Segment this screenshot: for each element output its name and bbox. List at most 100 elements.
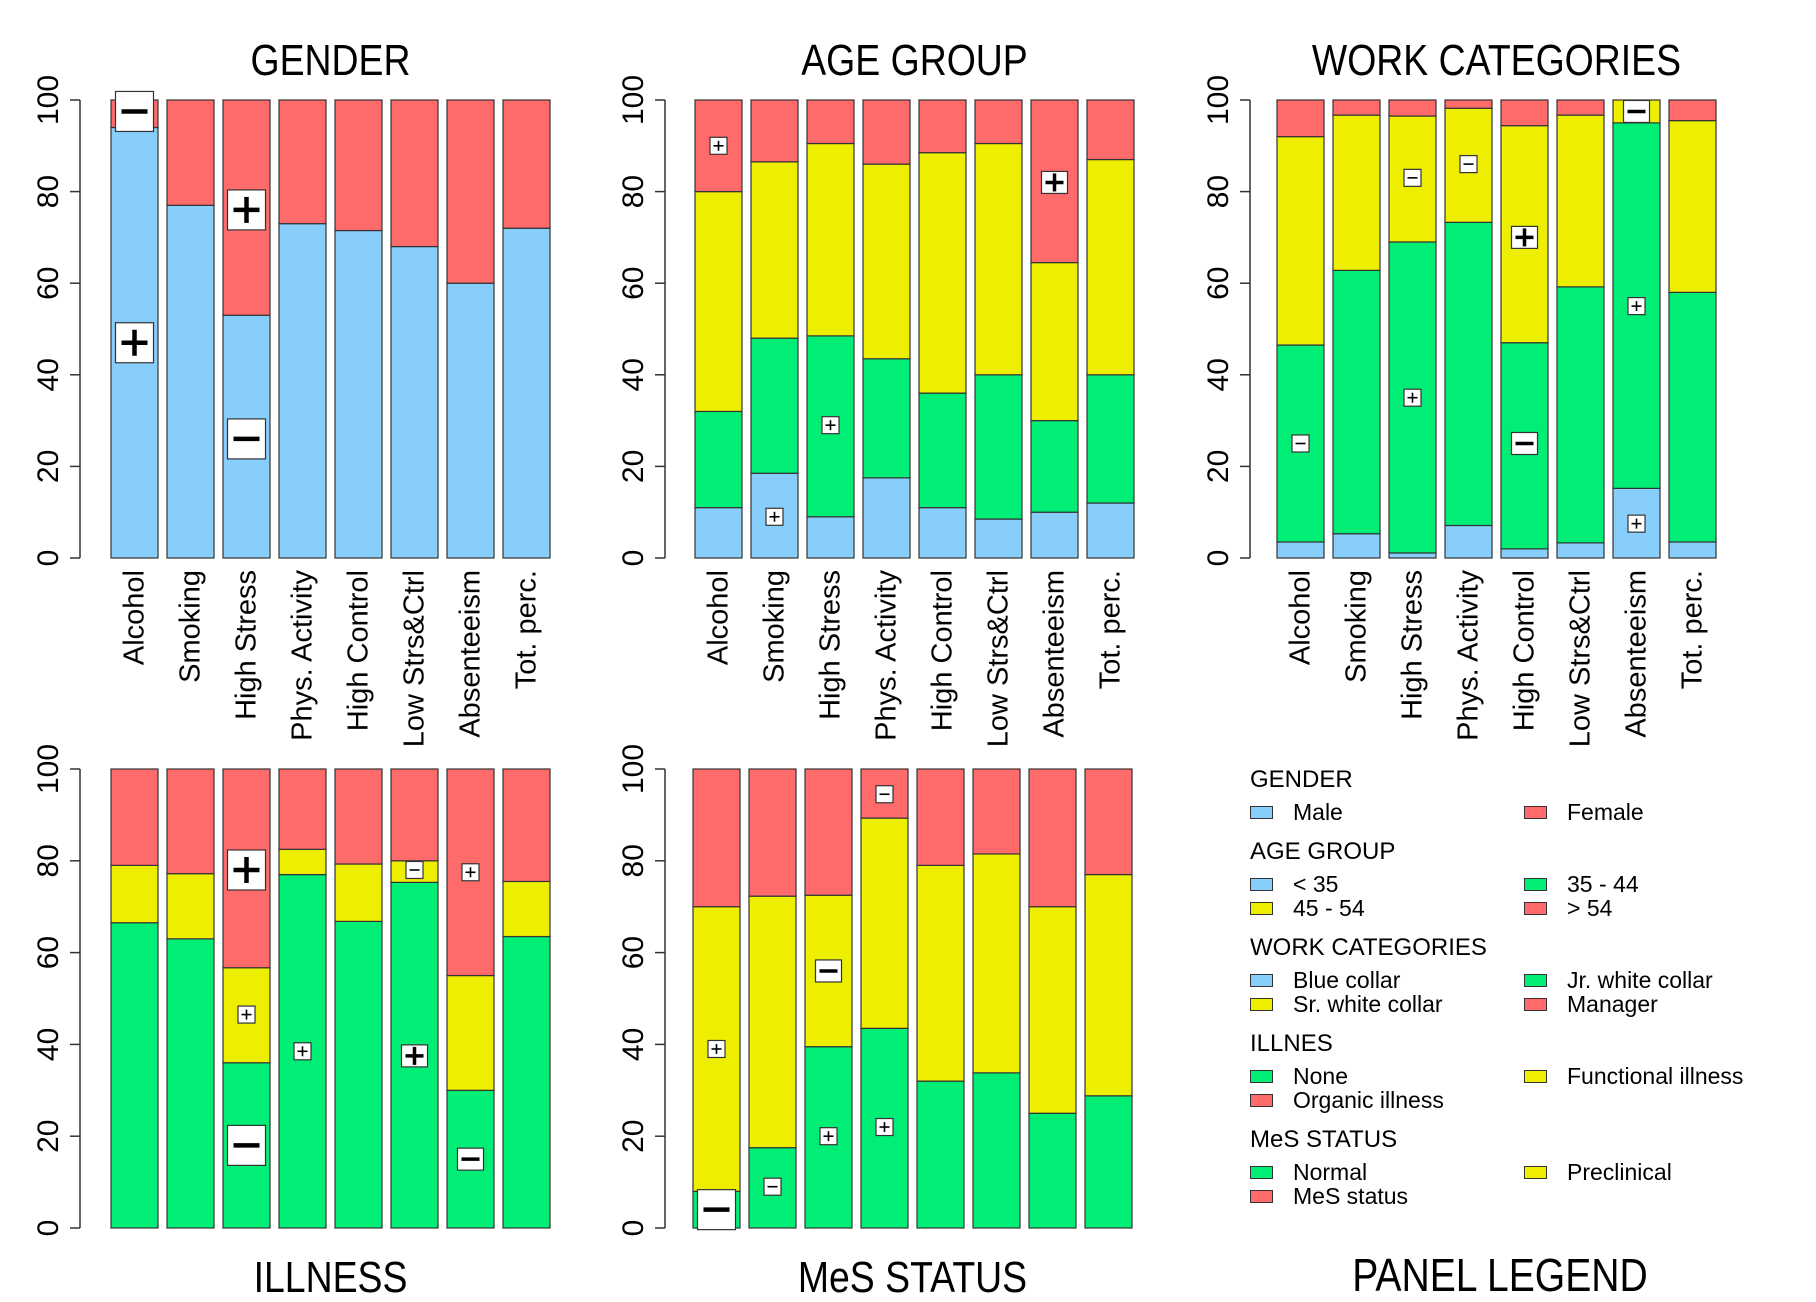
bar-segment-normal bbox=[972, 1072, 1021, 1229]
legend-swatch bbox=[1250, 1093, 1273, 1107]
y-tick-label: 60 bbox=[617, 936, 650, 969]
legend-item-functional-illness: Functional illness bbox=[1524, 1064, 1790, 1088]
y-tick-label: 80 bbox=[617, 175, 650, 208]
bar-segment-35 bbox=[694, 507, 743, 559]
bar-segment-organic-illness bbox=[110, 768, 159, 866]
y-tick-label: 80 bbox=[617, 844, 650, 877]
panel-title: GENDER bbox=[251, 35, 411, 85]
bar-segment-organic-illness bbox=[334, 768, 383, 865]
bar-segment-35 bbox=[862, 477, 911, 559]
bar-segment-manager bbox=[1556, 99, 1605, 116]
bar-segment-blue-collar bbox=[1276, 541, 1325, 559]
legend-label: Sr. white collar bbox=[1293, 991, 1443, 1017]
x-tick-label: High Stress bbox=[815, 570, 847, 720]
legend-label: 35 - 44 bbox=[1567, 871, 1639, 897]
bar-segment-organic-illness bbox=[390, 768, 439, 862]
significance-plus-marker bbox=[765, 507, 784, 526]
bar-segment-manager bbox=[1444, 99, 1493, 109]
bar-segment-sr-white-collar bbox=[1500, 125, 1549, 344]
bar-segment-35-44 bbox=[1086, 374, 1135, 504]
legend-swatch bbox=[1524, 997, 1547, 1011]
legend-label: < 35 bbox=[1293, 871, 1339, 897]
bar-segment-male bbox=[166, 204, 215, 559]
x-tick-label: High Control bbox=[1509, 570, 1541, 731]
significance-plus-marker bbox=[461, 863, 480, 882]
y-tick-label: 20 bbox=[1202, 450, 1235, 483]
significance-plus-marker bbox=[1627, 297, 1646, 316]
significance-plus-marker bbox=[1040, 170, 1069, 195]
bar-segment-normal bbox=[1028, 1112, 1077, 1229]
bar-segment-female bbox=[390, 99, 439, 248]
bar-segment-functional-illness bbox=[278, 848, 327, 876]
legend-label: Manager bbox=[1567, 991, 1658, 1017]
x-tick-label: High Control bbox=[343, 570, 375, 731]
bar-segment-45-54 bbox=[694, 191, 743, 413]
legend-item-54: > 54 bbox=[1524, 896, 1790, 920]
y-tick-label: 20 bbox=[32, 1120, 65, 1153]
y-tick-label: 0 bbox=[32, 550, 65, 567]
bar-segment-54 bbox=[806, 99, 855, 145]
bar-segment-35-44 bbox=[694, 410, 743, 509]
legend-column-right: Functional illness bbox=[1524, 1064, 1790, 1112]
x-tick-label: Alcohol bbox=[703, 570, 735, 665]
y-tick-label: 0 bbox=[32, 1220, 65, 1237]
legend-item-sr-white-collar: Sr. white collar bbox=[1250, 992, 1516, 1016]
significance-plus-marker bbox=[875, 1117, 894, 1137]
y-tick-label: 100 bbox=[32, 744, 65, 794]
bar-segment-functional-illness bbox=[502, 880, 551, 938]
bar-segment-preclinical bbox=[916, 864, 965, 1082]
bar-segment-45-54 bbox=[862, 163, 911, 360]
panel-title: ILLNESS bbox=[254, 1252, 408, 1298]
bar-segment-functional-illness bbox=[110, 864, 159, 924]
x-tick-label: Phys. Activity bbox=[871, 570, 903, 741]
bar-segment-mes-status bbox=[1028, 768, 1077, 908]
bar-segment-mes-status bbox=[972, 768, 1021, 855]
y-tick-label: 40 bbox=[1202, 358, 1235, 391]
x-tick-label: Absenteeism bbox=[455, 570, 487, 738]
bar-segment-organic-illness bbox=[446, 768, 495, 977]
legend-group-mes-status: MeS STATUS Normal MeS status Preclinical bbox=[1250, 1126, 1790, 1208]
y-tick-label: 100 bbox=[617, 75, 650, 125]
significance-plus-marker bbox=[293, 1042, 312, 1061]
x-tick-label: Smoking bbox=[759, 570, 791, 683]
legend-swatch bbox=[1524, 901, 1547, 915]
significance-minus-marker bbox=[875, 785, 894, 804]
y-tick-label: 100 bbox=[617, 744, 650, 794]
bar-segment-35-44 bbox=[974, 374, 1023, 520]
legend-grid: Blue collar Sr. white collar Jr. white col… bbox=[1250, 968, 1790, 1016]
legend-label: Male bbox=[1293, 799, 1343, 825]
bar-segment-functional-illness bbox=[334, 863, 383, 922]
legend-label: None bbox=[1293, 1063, 1348, 1089]
legend-label: Normal bbox=[1293, 1159, 1368, 1185]
bar-segment-organic-illness bbox=[166, 768, 215, 875]
significance-plus-marker bbox=[114, 322, 155, 364]
bar-segment-45-54 bbox=[918, 152, 967, 394]
panel-title: MeS STATUS bbox=[798, 1252, 1027, 1298]
legend-group-title: WORK CATEGORIES bbox=[1250, 934, 1487, 961]
legend-swatch bbox=[1250, 1165, 1273, 1179]
bar-segment-male bbox=[502, 227, 551, 559]
x-tick-label: Low Strs&Ctrl bbox=[983, 570, 1015, 747]
bar-segment-mes-status bbox=[804, 768, 853, 896]
bar-segment-35-44 bbox=[750, 337, 799, 474]
x-tick-label: Phys. Activity bbox=[287, 570, 319, 741]
bar-segment-female bbox=[334, 99, 383, 232]
bar-segment-35 bbox=[806, 516, 855, 559]
bar-segment-45-54 bbox=[1086, 158, 1135, 376]
bar-segment-blue-collar bbox=[1500, 548, 1549, 559]
bar-segment-none bbox=[446, 1089, 495, 1229]
bar-segment-male bbox=[278, 223, 327, 559]
bar-segment-blue-collar bbox=[1332, 533, 1381, 559]
x-tick-label: Low Strs&Ctrl bbox=[1565, 570, 1597, 747]
significance-plus-marker bbox=[821, 416, 840, 435]
bar-segment-blue-collar bbox=[1444, 524, 1493, 559]
panel-title: WORK CATEGORIES bbox=[1312, 35, 1681, 85]
significance-minus-marker bbox=[1403, 168, 1422, 187]
x-tick-label: Absenteeism bbox=[1621, 570, 1653, 738]
y-tick-label: 100 bbox=[32, 75, 65, 125]
bar-segment-54 bbox=[1086, 99, 1135, 161]
y-tick-label: 80 bbox=[1202, 175, 1235, 208]
bar-segment-normal bbox=[916, 1080, 965, 1229]
panel-work-categories: WORK CATEGORIES 0 20 40 60 80 100 Alcohol Smokin… bbox=[1202, 35, 1717, 747]
